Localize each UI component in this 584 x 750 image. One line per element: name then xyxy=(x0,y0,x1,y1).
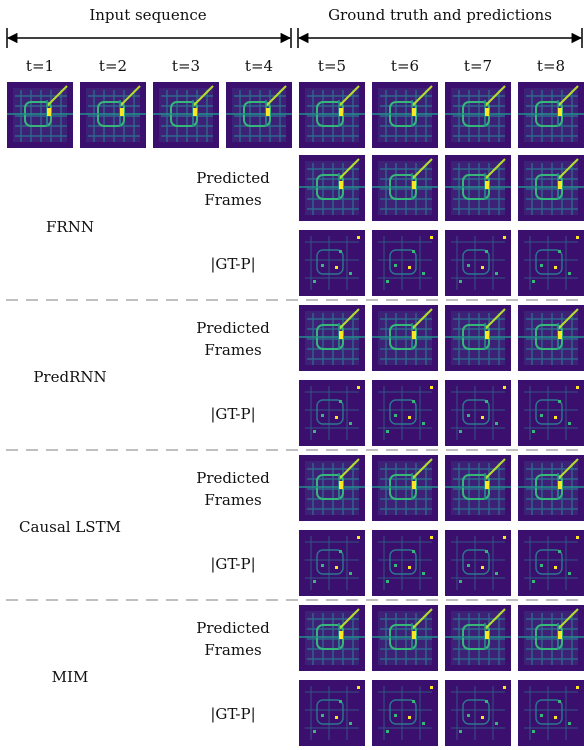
model-name: FRNN xyxy=(46,218,94,236)
heatmap-image xyxy=(518,82,584,148)
heatmap-image xyxy=(518,230,584,296)
heatmap-image xyxy=(445,82,511,148)
heatmap-image xyxy=(518,455,584,521)
time-label: t=4 xyxy=(245,57,273,75)
header-left: Input sequence xyxy=(89,6,206,24)
heatmap-image xyxy=(372,680,438,746)
time-label: t=1 xyxy=(26,57,54,75)
model-name: PredRNN xyxy=(33,368,106,386)
heatmap-image xyxy=(445,605,511,671)
time-label: t=7 xyxy=(464,57,492,75)
time-label: t=5 xyxy=(318,57,346,75)
heatmap-image xyxy=(518,380,584,446)
heatmap-image xyxy=(518,305,584,371)
predicted-label: Predicted xyxy=(196,469,270,487)
heatmap-image xyxy=(299,605,365,671)
heatmap-image xyxy=(299,155,365,221)
heatmap-image xyxy=(445,455,511,521)
heatmap-image xyxy=(372,605,438,671)
heatmap-image xyxy=(299,305,365,371)
heatmap-image xyxy=(372,530,438,596)
heatmap-image xyxy=(299,82,365,148)
heatmap-image xyxy=(518,605,584,671)
heatmap-image xyxy=(445,680,511,746)
predicted-label: Frames xyxy=(204,191,261,209)
heatmap-image xyxy=(80,82,146,148)
predicted-label: Predicted xyxy=(196,169,270,187)
error-label: |GT-P| xyxy=(210,705,255,723)
time-label: t=6 xyxy=(391,57,419,75)
heatmap-image xyxy=(372,82,438,148)
time-label: t=3 xyxy=(172,57,200,75)
heatmap-image xyxy=(299,230,365,296)
error-label: |GT-P| xyxy=(210,405,255,423)
predicted-label: Frames xyxy=(204,491,261,509)
heatmap-image xyxy=(445,155,511,221)
heatmap-image xyxy=(518,680,584,746)
heatmap-image xyxy=(445,530,511,596)
heatmap-image xyxy=(518,530,584,596)
error-label: |GT-P| xyxy=(210,555,255,573)
header-right: Ground truth and predictions xyxy=(328,6,552,24)
heatmap-image xyxy=(372,455,438,521)
time-label: t=2 xyxy=(99,57,127,75)
model-name: Causal LSTM xyxy=(19,518,121,536)
model-name: MIM xyxy=(52,668,89,686)
heatmap-image xyxy=(299,680,365,746)
heatmap-image xyxy=(372,230,438,296)
heatmap-image xyxy=(518,155,584,221)
heatmap-image xyxy=(299,530,365,596)
predicted-label: Predicted xyxy=(196,319,270,337)
predicted-label: Frames xyxy=(204,341,261,359)
heatmap-image xyxy=(445,230,511,296)
predicted-label: Predicted xyxy=(196,619,270,637)
heatmap-image xyxy=(299,455,365,521)
heatmap-image xyxy=(445,380,511,446)
heatmap-image xyxy=(445,305,511,371)
heatmap-image xyxy=(372,305,438,371)
predicted-label: Frames xyxy=(204,641,261,659)
heatmap-image xyxy=(226,82,292,148)
heatmap-image xyxy=(153,82,219,148)
heatmap-image xyxy=(299,380,365,446)
heatmap-image xyxy=(7,82,73,148)
time-label: t=8 xyxy=(537,57,565,75)
heatmap-image xyxy=(372,380,438,446)
heatmap-image xyxy=(372,155,438,221)
error-label: |GT-P| xyxy=(210,255,255,273)
